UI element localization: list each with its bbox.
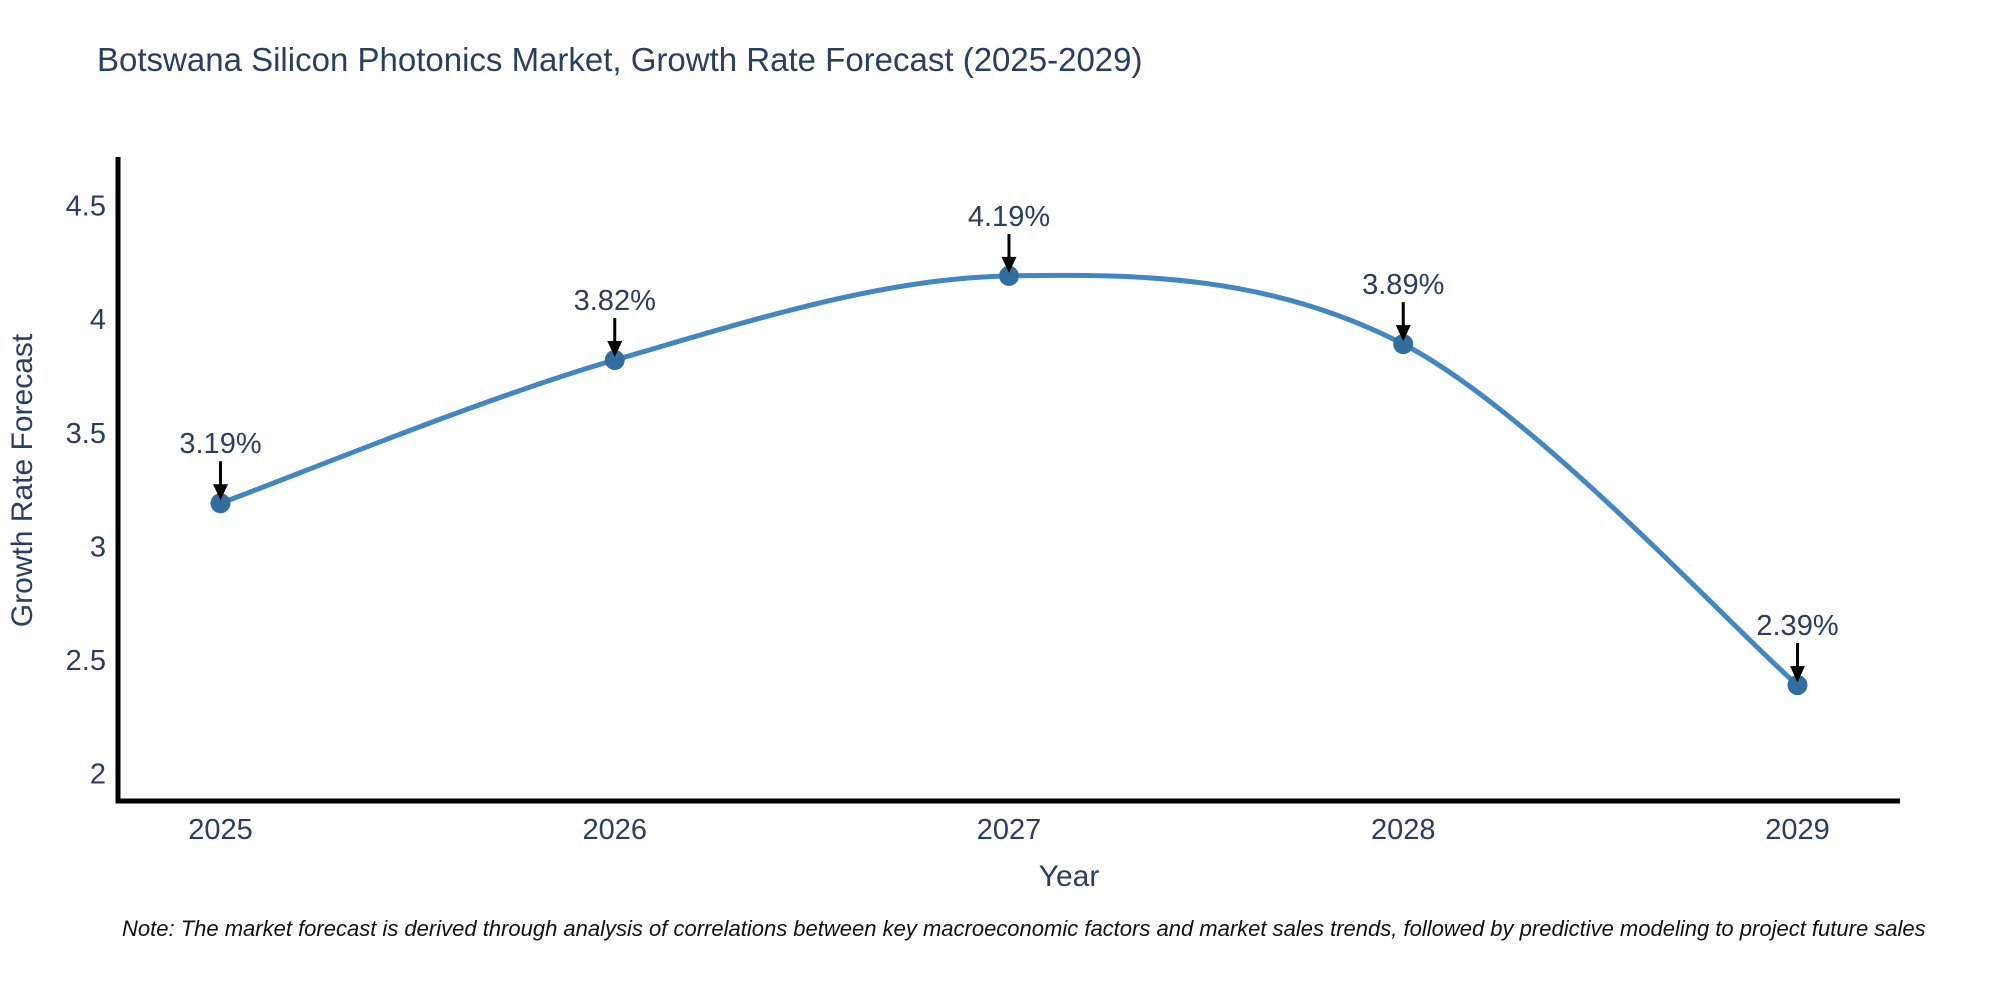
annotation-label: 3.19%: [179, 428, 261, 460]
annotation-label: 2.39%: [1756, 610, 1838, 642]
y-tick-label: 2.5: [66, 645, 106, 677]
data-point-marker: [1787, 675, 1808, 696]
y-tick-label: 4: [90, 304, 106, 336]
annotation-arrowhead: [1001, 256, 1017, 273]
y-axis-title: Growth Rate Forecast: [6, 333, 39, 627]
annotation-arrowhead: [1789, 666, 1805, 683]
annotation-arrowhead: [213, 484, 229, 501]
x-tick-label: 2029: [1765, 814, 1830, 846]
x-tick-label: 2025: [188, 814, 253, 846]
y-tick-label: 4.5: [66, 190, 106, 222]
annotation-arrowhead: [1395, 325, 1411, 342]
data-point-marker: [999, 265, 1019, 286]
annotation-arrowhead: [607, 341, 623, 358]
y-tick-label: 3: [90, 531, 106, 563]
data-point-marker: [604, 350, 625, 371]
x-tick-label: 2028: [1371, 814, 1436, 846]
footnote: Note: The market forecast is derived thr…: [122, 916, 1926, 941]
annotation-label: 3.89%: [1362, 269, 1444, 301]
data-point-marker: [210, 493, 231, 514]
annotation-label: 3.82%: [574, 285, 656, 317]
x-axis-title: Year: [1039, 860, 1100, 893]
trend-line: [218, 272, 1800, 688]
chart-title: Botswana Silicon Photonics Market, Growt…: [97, 41, 1143, 78]
x-tick-label: 2026: [582, 814, 647, 846]
x-tick-label: 2027: [977, 814, 1042, 846]
y-tick-label: 2: [90, 759, 106, 791]
annotation-label: 4.19%: [968, 201, 1050, 233]
y-tick-label: 3.5: [66, 418, 106, 450]
data-point-marker: [1393, 334, 1414, 355]
